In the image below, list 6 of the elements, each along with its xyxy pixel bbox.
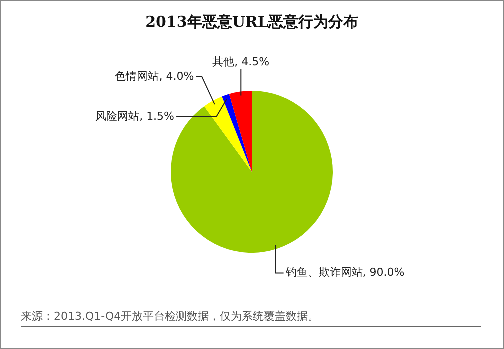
slice-label: 风险网站, 1.5% — [96, 110, 175, 123]
slice-label: 色情网站, 4.0% — [115, 70, 194, 83]
slice-label: 其他, 4.5% — [212, 55, 270, 68]
source-note: 来源：2013.Q1-Q4开放平台检测数据，仅为系统覆盖数据。 — [21, 309, 481, 327]
slice-label: 钓鱼、欺诈网站, 90.0% — [284, 266, 405, 280]
chart-title: 2013年恶意URL恶意行为分布 — [144, 13, 360, 32]
